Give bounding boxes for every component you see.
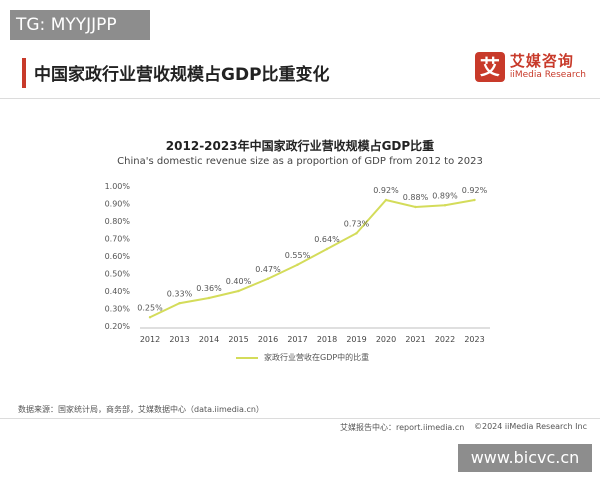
data-point [384,198,388,202]
data-point [178,302,181,305]
data-label: 0.33% [167,289,193,298]
watermark: www.bicvc.cn [458,444,592,472]
y-tick-label: 0.70% [105,235,131,244]
brand-mark-icon: 艾 [474,52,505,82]
data-label: 0.47% [255,265,281,274]
data-point [148,316,152,319]
y-tick-label: 0.90% [105,200,131,209]
x-axis: 2012 2013 2014 2015 2016 2017 2018 2019 2020 2021… [140,327,490,344]
data-point [237,289,240,293]
data-label: 0.64% [314,235,340,244]
x-tick-label: 2021 [405,335,425,344]
data-point [207,296,211,300]
legend: 家政行业营收在GDP中的比重 [236,352,369,363]
x-tick-label: 2013 [169,335,189,344]
footer-copyright: ©2024 iiMedia Research Inc [474,422,587,431]
chart-title: 2012-2023年中国家政行业营收规模占GDP比重 [165,139,435,153]
data-label: 0.73% [344,219,370,228]
x-tick-label: 2014 [199,335,219,344]
x-tick-label: 2018 [317,335,337,344]
y-tick-label: 1.00% [105,182,131,191]
tg-label: TG: MYYJJPP [10,10,150,40]
brand-logo: 艾 艾媒咨询 iiMedia Research [474,52,586,82]
data-point [473,198,476,202]
x-tick-label: 2016 [258,335,278,344]
header-divider [0,98,600,99]
y-tick-label: 0.50% [105,270,131,279]
footer-divider [0,418,600,419]
data-point [443,204,447,207]
x-tick-label: 2017 [287,335,307,344]
data-point [355,232,358,235]
data-point [414,205,417,209]
data-label: 0.89% [432,191,458,200]
x-tick-label: 2020 [376,335,396,344]
y-tick-label: 0.40% [105,287,131,296]
series-line [148,198,476,319]
data-labels: 0.25% 0.33%0.36% 0.40%0.47% 0.55%0.64% 0.73%… [137,186,487,312]
page-title: 中国家政行业营收规模占GDP比重变化 [34,65,330,85]
y-tick-label: 0.60% [105,252,131,261]
legend-label: 家政行业营收在GDP中的比重 [264,353,370,362]
brand-name-cn: 艾媒咨询 [509,52,574,70]
y-tick-label: 0.80% [105,217,131,226]
legend-swatch [236,356,258,359]
data-label: 0.25% [137,303,163,312]
data-label: 0.55% [285,251,311,260]
x-tick-label: 2022 [435,335,455,344]
data-label: 0.92% [373,186,399,195]
x-tick-label: 2023 [464,335,484,344]
series-path [149,198,475,319]
chart-subtitle: China's domestic revenue size as a propo… [117,156,483,167]
x-tick-label: 2015 [228,335,248,344]
data-label: 0.92% [462,186,488,195]
data-point [266,277,270,280]
footer-report-link: 艾媒报告中心：report.iimedia.cn [340,423,465,432]
title-accent-bar [22,58,26,88]
data-label: 0.36% [196,284,222,293]
data-label: 0.40% [226,277,252,286]
x-tick-label: 2019 [346,335,366,344]
data-point [296,263,299,266]
data-label: 0.88% [403,193,429,202]
y-tick-label: 0.30% [105,305,131,314]
data-point [325,247,329,251]
y-tick-label: 0.20% [105,322,131,331]
brand-name-en: iiMedia Research [509,70,586,80]
source-note: 数据来源：国家统计局，商务部，艾媒数据中心（data.iimedia.cn） [18,405,264,414]
x-tick-label: 2012 [140,335,160,344]
y-axis: 0.20% 0.30% 0.40% 0.50% 0.60% 0.70% 0.80% 0.90%… [105,182,131,331]
brand-text: 艾媒咨询 iiMedia Research [510,53,586,81]
